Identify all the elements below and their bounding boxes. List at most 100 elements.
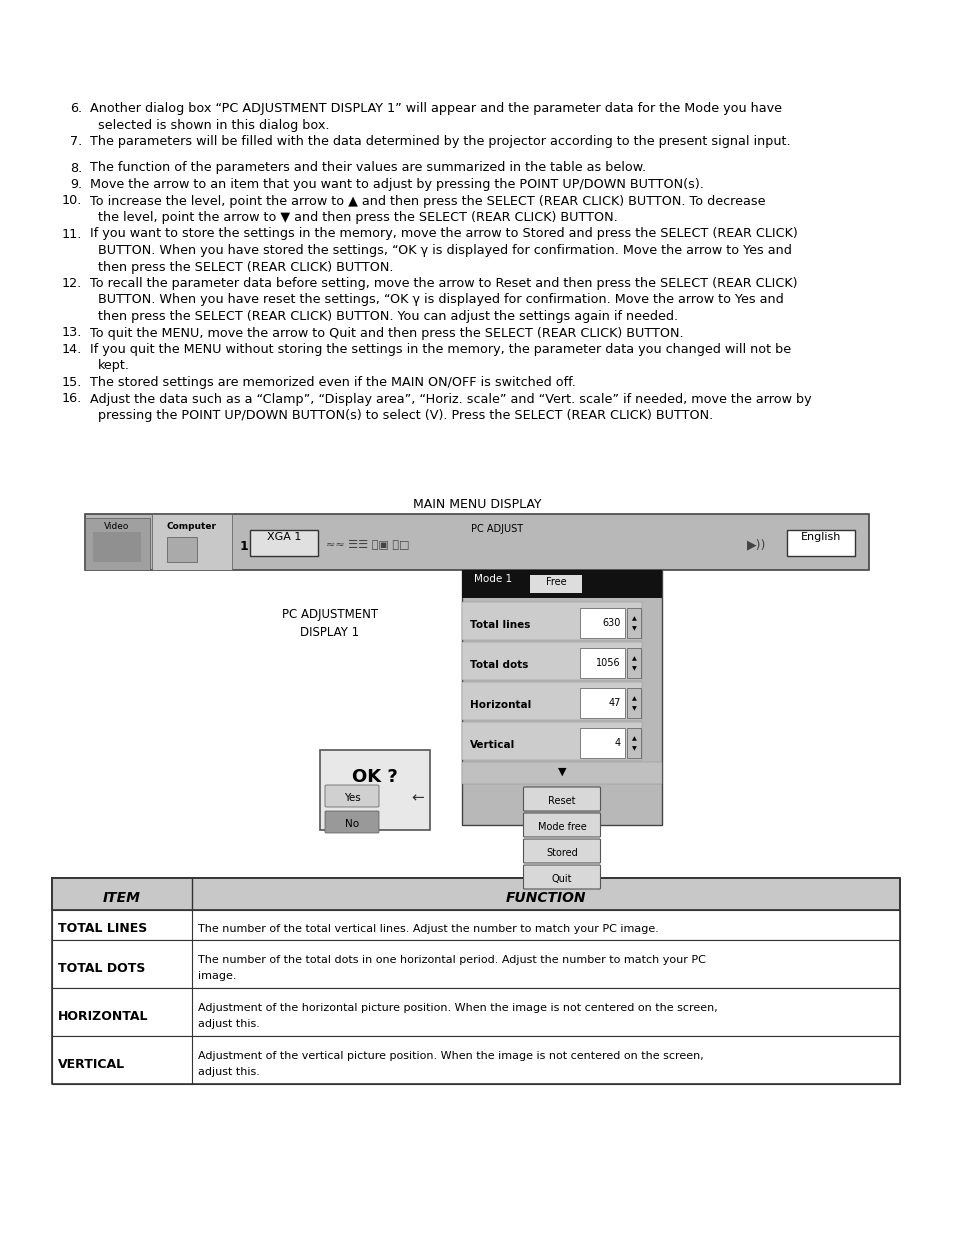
Text: The number of the total vertical lines. Adjust the number to match your PC image: The number of the total vertical lines. … xyxy=(198,924,659,934)
Text: ▼: ▼ xyxy=(631,667,636,672)
Text: XGA 1: XGA 1 xyxy=(267,532,301,542)
Bar xyxy=(579,688,624,718)
Text: Reset: Reset xyxy=(548,797,576,806)
Bar xyxy=(52,988,899,1036)
Text: Horizontal: Horizontal xyxy=(470,700,531,710)
Text: PC ADJUST: PC ADJUST xyxy=(471,524,522,534)
Text: Total dots: Total dots xyxy=(470,659,528,671)
Text: BUTTON. When you have reset the settings, “OK γ is displayed for confirmation. M: BUTTON. When you have reset the settings… xyxy=(98,294,783,306)
Bar xyxy=(530,576,581,593)
Text: image.: image. xyxy=(198,971,236,981)
Text: 9.: 9. xyxy=(70,178,82,191)
Text: Video: Video xyxy=(104,522,130,531)
Text: 13.: 13. xyxy=(62,326,82,340)
Text: Adjust the data such as a “Clamp”, “Display area”, “Horiz. scale” and “Vert. sca: Adjust the data such as a “Clamp”, “Disp… xyxy=(90,393,811,405)
FancyBboxPatch shape xyxy=(523,839,599,863)
Text: The stored settings are memorized even if the MAIN ON/OFF is switched off.: The stored settings are memorized even i… xyxy=(90,375,576,389)
Text: 8.: 8. xyxy=(70,162,82,174)
Text: then press the SELECT (REAR CLICK) BUTTON.: then press the SELECT (REAR CLICK) BUTTO… xyxy=(98,261,393,273)
Text: If you want to store the settings in the memory, move the arrow to Stored and pr: If you want to store the settings in the… xyxy=(90,227,797,241)
Text: 11.: 11. xyxy=(62,227,82,241)
Bar xyxy=(52,878,899,910)
Bar xyxy=(461,762,661,784)
Bar xyxy=(579,648,624,678)
Text: 6.: 6. xyxy=(70,103,82,115)
FancyBboxPatch shape xyxy=(325,811,378,832)
Text: ▼: ▼ xyxy=(631,626,636,631)
Text: 4: 4 xyxy=(615,739,620,748)
Bar xyxy=(461,642,641,680)
Bar xyxy=(461,722,641,760)
Bar xyxy=(52,910,899,940)
Text: TOTAL DOTS: TOTAL DOTS xyxy=(58,962,145,974)
Bar xyxy=(92,532,141,562)
Text: ▼: ▼ xyxy=(631,706,636,711)
FancyBboxPatch shape xyxy=(523,787,599,811)
Bar xyxy=(461,682,641,720)
Text: ≈≈ ☰☰ ⬜▣ ⬜□: ≈≈ ☰☰ ⬜▣ ⬜□ xyxy=(326,540,409,550)
Text: English: English xyxy=(800,532,841,542)
Text: Vertical: Vertical xyxy=(470,740,515,750)
Bar xyxy=(461,601,641,640)
Text: then press the SELECT (REAR CLICK) BUTTON. You can adjust the settings again if : then press the SELECT (REAR CLICK) BUTTO… xyxy=(98,310,678,324)
Text: Another dialog box “PC ADJUSTMENT DISPLAY 1” will appear and the parameter data : Another dialog box “PC ADJUSTMENT DISPLA… xyxy=(90,103,781,115)
Bar xyxy=(626,648,640,678)
Bar xyxy=(579,608,624,638)
Text: OK ?: OK ? xyxy=(352,768,397,785)
FancyBboxPatch shape xyxy=(523,864,599,889)
Bar xyxy=(52,1036,899,1084)
Text: Mode free: Mode free xyxy=(537,823,586,832)
Text: Mode 1: Mode 1 xyxy=(474,574,512,584)
Text: 15.: 15. xyxy=(62,375,82,389)
Text: PC ADJUSTMENT: PC ADJUSTMENT xyxy=(282,608,377,621)
Text: DISPLAY 1: DISPLAY 1 xyxy=(300,626,359,638)
Text: Yes: Yes xyxy=(343,793,360,803)
Text: HORIZONTAL: HORIZONTAL xyxy=(58,1009,149,1023)
Text: ▲: ▲ xyxy=(631,697,636,701)
FancyBboxPatch shape xyxy=(325,785,378,806)
Text: Quit: Quit xyxy=(551,874,572,884)
Text: 16.: 16. xyxy=(62,393,82,405)
Text: ▼: ▼ xyxy=(631,746,636,752)
Text: MAIN MENU DISPLAY: MAIN MENU DISPLAY xyxy=(413,498,540,511)
Text: To quit the MENU, move the arrow to Quit and then press the SELECT (REAR CLICK) : To quit the MENU, move the arrow to Quit… xyxy=(90,326,683,340)
Text: 47: 47 xyxy=(608,698,620,708)
Bar xyxy=(85,517,150,571)
Bar xyxy=(626,608,640,638)
Text: The function of the parameters and their values are summarized in the table as b: The function of the parameters and their… xyxy=(90,162,645,174)
Bar xyxy=(461,571,661,598)
Bar xyxy=(626,688,640,718)
Bar xyxy=(85,514,868,571)
Text: VERTICAL: VERTICAL xyxy=(58,1057,125,1071)
Text: ▲: ▲ xyxy=(631,657,636,662)
Text: adjust this.: adjust this. xyxy=(198,1067,259,1077)
Text: ←: ← xyxy=(411,790,424,805)
Bar xyxy=(319,750,430,830)
Text: adjust this.: adjust this. xyxy=(198,1019,259,1029)
Bar xyxy=(626,727,640,758)
Text: 7.: 7. xyxy=(70,135,82,148)
Text: ▼: ▼ xyxy=(558,767,566,777)
Text: 14.: 14. xyxy=(62,343,82,356)
Text: kept.: kept. xyxy=(98,359,130,373)
Text: ▲: ▲ xyxy=(631,736,636,741)
Text: Move the arrow to an item that you want to adjust by pressing the POINT UP/DOWN : Move the arrow to an item that you want … xyxy=(90,178,703,191)
Bar xyxy=(152,514,232,571)
Bar xyxy=(250,530,317,556)
Text: ▲: ▲ xyxy=(631,616,636,621)
Text: 12.: 12. xyxy=(62,277,82,290)
Text: ▶)): ▶)) xyxy=(746,538,766,552)
Text: 10.: 10. xyxy=(62,194,82,207)
Text: No: No xyxy=(345,819,358,829)
Text: 1: 1 xyxy=(239,541,248,553)
Text: pressing the POINT UP/DOWN BUTTON(s) to select (V). Press the SELECT (REAR CLICK: pressing the POINT UP/DOWN BUTTON(s) to … xyxy=(98,409,713,422)
Text: ITEM: ITEM xyxy=(103,890,141,905)
Bar xyxy=(579,727,624,758)
Text: TOTAL LINES: TOTAL LINES xyxy=(58,923,147,935)
Bar xyxy=(461,571,661,825)
Text: Total lines: Total lines xyxy=(470,620,530,630)
Text: If you quit the MENU without storing the settings in the memory, the parameter d: If you quit the MENU without storing the… xyxy=(90,343,790,356)
Bar xyxy=(52,940,899,988)
Text: the level, point the arrow to ▼ and then press the SELECT (REAR CLICK) BUTTON.: the level, point the arrow to ▼ and then… xyxy=(98,211,618,224)
FancyBboxPatch shape xyxy=(523,813,599,837)
